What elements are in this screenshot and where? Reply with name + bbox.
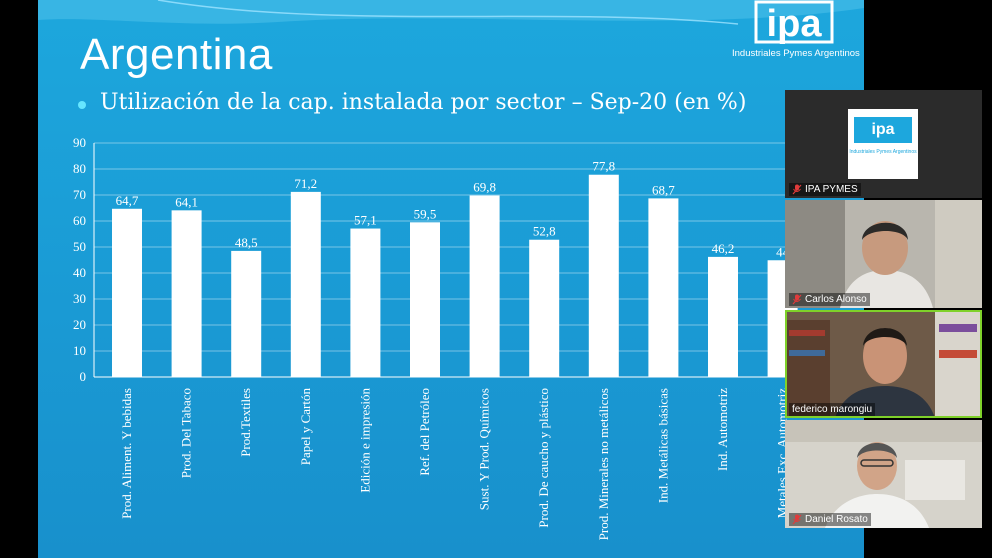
chart-bar: [529, 239, 560, 377]
y-tick-label: 50: [73, 239, 86, 254]
category-label: Prod. Del Tabaco: [179, 388, 194, 478]
data-label: 52,8: [533, 224, 556, 239]
chart-bar: [588, 174, 619, 377]
chart-bar: [171, 210, 202, 377]
y-tick-label: 70: [73, 187, 86, 202]
data-label: 46,2: [712, 241, 735, 256]
y-tick-label: 40: [73, 265, 86, 280]
slide-subtitle: Utilización de la cap. instalada por sec…: [100, 90, 747, 115]
participant-name: IPA PYMES: [805, 184, 858, 195]
participant-tile-carlos-alonso[interactable]: Carlos Alonso: [785, 200, 982, 308]
category-label: Ind. Metálicas básicas: [655, 388, 670, 503]
chart-bar: [231, 250, 262, 377]
mic-muted-icon: [792, 514, 802, 525]
data-label: 71,2: [294, 176, 317, 191]
y-tick-label: 20: [73, 317, 86, 332]
data-label: 59,5: [414, 206, 437, 221]
ipa-logo: ipa Industriales Pymes Argentinos: [732, 0, 860, 62]
chart-bar: [410, 222, 440, 377]
participant-name: Carlos Alonso: [805, 294, 867, 305]
data-label: 64,7: [116, 193, 139, 208]
participant-video: [785, 310, 982, 418]
participant-tile-ipa-pymes[interactable]: ipa Industriales Pymes Argentinos IPA PY…: [785, 90, 982, 198]
category-label: Ind. Automotriz: [715, 388, 730, 471]
y-tick-label: 0: [80, 369, 87, 384]
y-tick-label: 90: [73, 135, 86, 150]
category-label: Sust. Y Prod. Químicos: [477, 388, 492, 510]
y-tick-label: 10: [73, 343, 86, 358]
participants-panel: ipa Industriales Pymes Argentinos IPA PY…: [785, 90, 982, 530]
ipa-avatar-mark: ipa: [871, 121, 895, 138]
category-label: Prod. Aliment. Y bebidas: [119, 388, 134, 519]
participant-tile-federico-marongiu[interactable]: federico marongiu: [785, 310, 982, 418]
chart-bar: [708, 256, 738, 377]
y-tick-label: 80: [73, 161, 86, 176]
y-tick-label: 60: [73, 213, 86, 228]
participant-name: Daniel Rosato: [805, 514, 868, 525]
participant-tile-daniel-rosato[interactable]: Daniel Rosato: [785, 420, 982, 528]
data-label: 57,1: [354, 213, 377, 228]
participant-name: federico marongiu: [792, 404, 873, 415]
bar-chart: 0 10 20 30 40 50 60 70 80 90 64,7 Prod. Aliment. Y …: [73, 135, 864, 540]
mic-muted-icon: [792, 184, 802, 195]
participant-video: [785, 420, 982, 528]
logo-mark-text: ipa: [767, 3, 823, 44]
y-tick-label: 30: [73, 291, 86, 306]
slide-header-wave: [38, 0, 864, 25]
data-label: 77,8: [592, 159, 615, 174]
participant-name-label: Carlos Alonso: [789, 293, 870, 306]
category-label: Papel y Cartón: [298, 388, 313, 466]
chart-bar: [290, 191, 321, 377]
category-label: Prod. De caucho y plástico: [536, 388, 551, 528]
chart-bar: [350, 228, 381, 377]
chart-bar: [469, 195, 500, 377]
ipa-avatar-logo: ipa Industriales Pymes Argentinos: [848, 109, 918, 179]
data-label: 69,8: [473, 180, 496, 195]
participant-name-label: Daniel Rosato: [789, 513, 871, 526]
chart-bar: [112, 208, 142, 377]
participant-video: [785, 200, 982, 308]
mic-muted-icon: [792, 294, 802, 305]
category-label: Prod. Minerales no metálicos: [596, 388, 611, 540]
participant-name-label: federico marongiu: [789, 403, 876, 416]
category-label: Edición e impresión: [357, 388, 372, 493]
slide-title: Argentina: [80, 30, 273, 79]
data-label: 48,5: [235, 235, 258, 250]
data-label: 64,1: [175, 194, 198, 209]
chart-bar: [648, 198, 679, 377]
shared-slide: Argentina ipa Industriales Pymes Argenti…: [38, 0, 864, 558]
data-label: 68,7: [652, 182, 675, 197]
category-label: Prod.Textiles: [238, 388, 253, 457]
logo-tagline: Industriales Pymes Argentinos: [732, 48, 860, 59]
category-label: Ref. del Petróleo: [417, 388, 432, 476]
participant-name-label: IPA PYMES: [789, 183, 861, 196]
ipa-logo-mark: ipa: [754, 0, 834, 44]
bullet-dot: [78, 101, 86, 109]
ipa-avatar-tagline: Industriales Pymes Argentinos: [849, 149, 917, 155]
